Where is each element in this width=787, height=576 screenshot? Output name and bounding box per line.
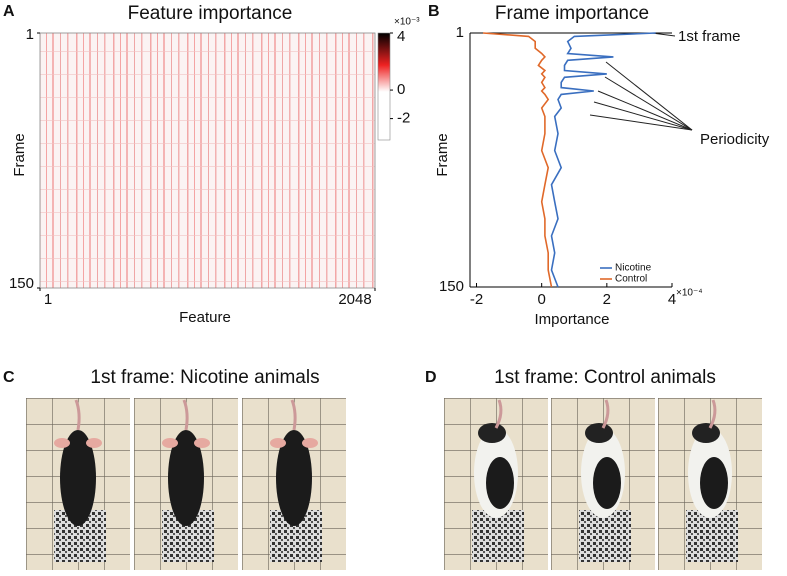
y-axis-label: Frame [11,133,28,176]
line-series [482,32,553,288]
x-tick-label: 2048 [338,291,371,308]
legend-label: Nicotine [615,263,652,274]
annotation: 1st frame [678,28,741,45]
x-axis-label: Importance [534,311,609,328]
heatmap [40,33,375,288]
line-series [550,32,656,288]
annotation: Periodicity [700,131,770,148]
colorbar-multiplier: ×10⁻³ [394,17,420,28]
x-axis-label: Feature [179,309,231,326]
photo [132,396,240,572]
y-tick-label: 1 [456,24,464,41]
chart-title: Feature importance [128,3,293,24]
legend-label: Control [615,274,647,285]
colorbar-tick-label: -2 [397,110,410,127]
y-tick-label: 150 [9,275,34,292]
photo [549,396,657,572]
colorbar-tick-label: 4 [397,28,405,45]
panel-letter: A [3,3,15,20]
x-tick-label: -2 [470,291,483,308]
photo [442,396,550,572]
x-tick-label: 4 [668,291,676,308]
panel-title: 1st frame: Nicotine animals [90,367,319,388]
annotation-arrows [589,32,693,131]
photo [24,396,132,572]
axis-multiplier: ×10⁻⁴ [676,288,703,299]
photo [240,396,348,572]
y-axis-label: Frame [434,133,451,176]
panel-letter: C [3,369,15,386]
heatmap-frame [39,32,376,289]
panel-letter: D [425,369,437,386]
y-tick-label: 150 [439,278,464,295]
chart-title: Frame importance [495,3,649,24]
y-tick-label: 1 [26,26,34,43]
x-tick-label: 0 [538,291,546,308]
panel-title: 1st frame: Control animals [494,367,716,388]
photo [656,396,764,572]
panel-letter: B [428,3,440,20]
colorbar-tick-label: 0 [397,81,405,98]
x-tick-label: 2 [603,291,611,308]
x-tick-label: 1 [44,291,52,308]
colorbar [377,32,391,141]
